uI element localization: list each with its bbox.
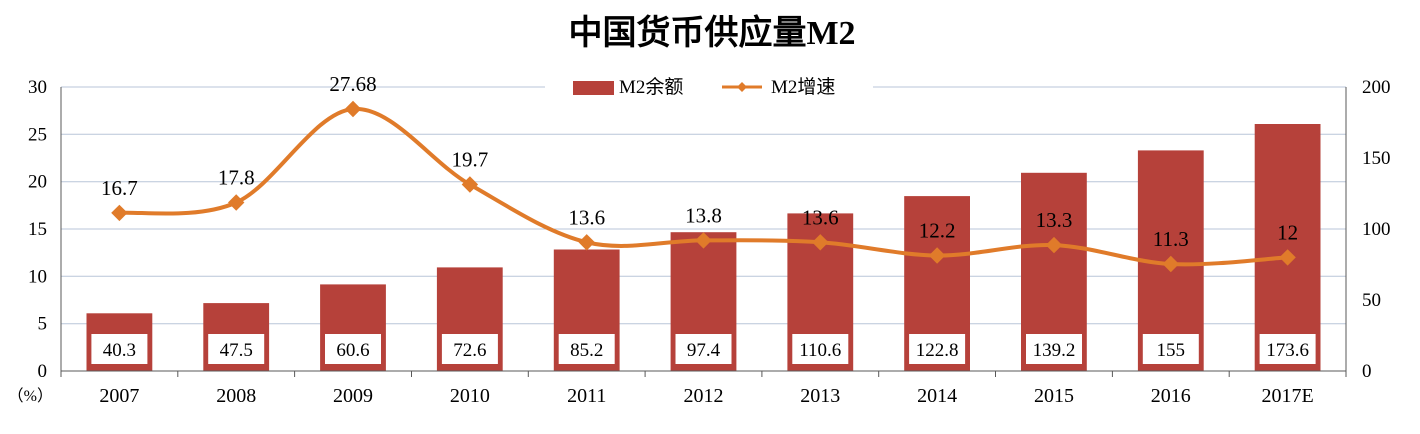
svg-text:16.7: 16.7 (101, 176, 138, 200)
svg-text:30: 30 (28, 77, 47, 98)
svg-text:50: 50 (1362, 290, 1381, 311)
svg-text:2010: 2010 (450, 385, 490, 407)
svg-text:20: 20 (28, 172, 47, 193)
svg-text:100: 100 (1362, 219, 1391, 240)
svg-text:2013: 2013 (800, 385, 840, 407)
svg-text:122.8: 122.8 (916, 340, 959, 361)
svg-text:17.8: 17.8 (218, 166, 255, 190)
svg-text:2014: 2014 (917, 385, 957, 407)
svg-text:2015: 2015 (1034, 385, 1074, 407)
svg-text:97.4: 97.4 (687, 340, 721, 361)
svg-text:2011: 2011 (567, 385, 606, 407)
svg-text:0: 0 (38, 361, 48, 382)
svg-text:15: 15 (28, 219, 47, 240)
svg-text:155: 155 (1157, 340, 1186, 361)
svg-text:85.2: 85.2 (570, 340, 603, 361)
svg-text:27.68: 27.68 (329, 72, 376, 96)
svg-text:0: 0 (1362, 361, 1372, 382)
svg-text:173.6: 173.6 (1266, 340, 1309, 361)
svg-text:13.6: 13.6 (802, 205, 839, 229)
svg-text:M2余额: M2余额 (619, 76, 683, 98)
svg-text:中国货币供应量M2: 中国货币供应量M2 (568, 14, 855, 52)
svg-text:110.6: 110.6 (799, 340, 841, 361)
svg-text:40.3: 40.3 (103, 340, 136, 361)
svg-text:2016: 2016 (1151, 385, 1191, 407)
svg-text:60.6: 60.6 (336, 340, 369, 361)
svg-text:150: 150 (1362, 148, 1391, 169)
svg-text:72.6: 72.6 (453, 340, 486, 361)
svg-text:（%）: （%） (8, 387, 53, 405)
svg-text:13.8: 13.8 (685, 203, 722, 227)
svg-text:12: 12 (1277, 220, 1298, 244)
svg-text:47.5: 47.5 (220, 340, 253, 361)
svg-text:M2增速: M2增速 (771, 76, 835, 98)
svg-text:2009: 2009 (333, 385, 373, 407)
svg-text:2017E: 2017E (1261, 385, 1313, 407)
svg-text:2008: 2008 (216, 385, 256, 407)
svg-text:13.6: 13.6 (568, 205, 605, 229)
svg-text:2007: 2007 (99, 385, 139, 407)
svg-text:139.2: 139.2 (1033, 340, 1076, 361)
svg-text:11.3: 11.3 (1153, 227, 1189, 251)
svg-text:12.2: 12.2 (919, 219, 956, 243)
svg-text:19.7: 19.7 (452, 148, 489, 172)
svg-text:13.3: 13.3 (1036, 208, 1073, 232)
svg-text:5: 5 (38, 314, 48, 335)
svg-text:2012: 2012 (684, 385, 724, 407)
svg-text:200: 200 (1362, 77, 1391, 98)
svg-text:10: 10 (28, 266, 47, 287)
svg-text:25: 25 (28, 124, 47, 145)
